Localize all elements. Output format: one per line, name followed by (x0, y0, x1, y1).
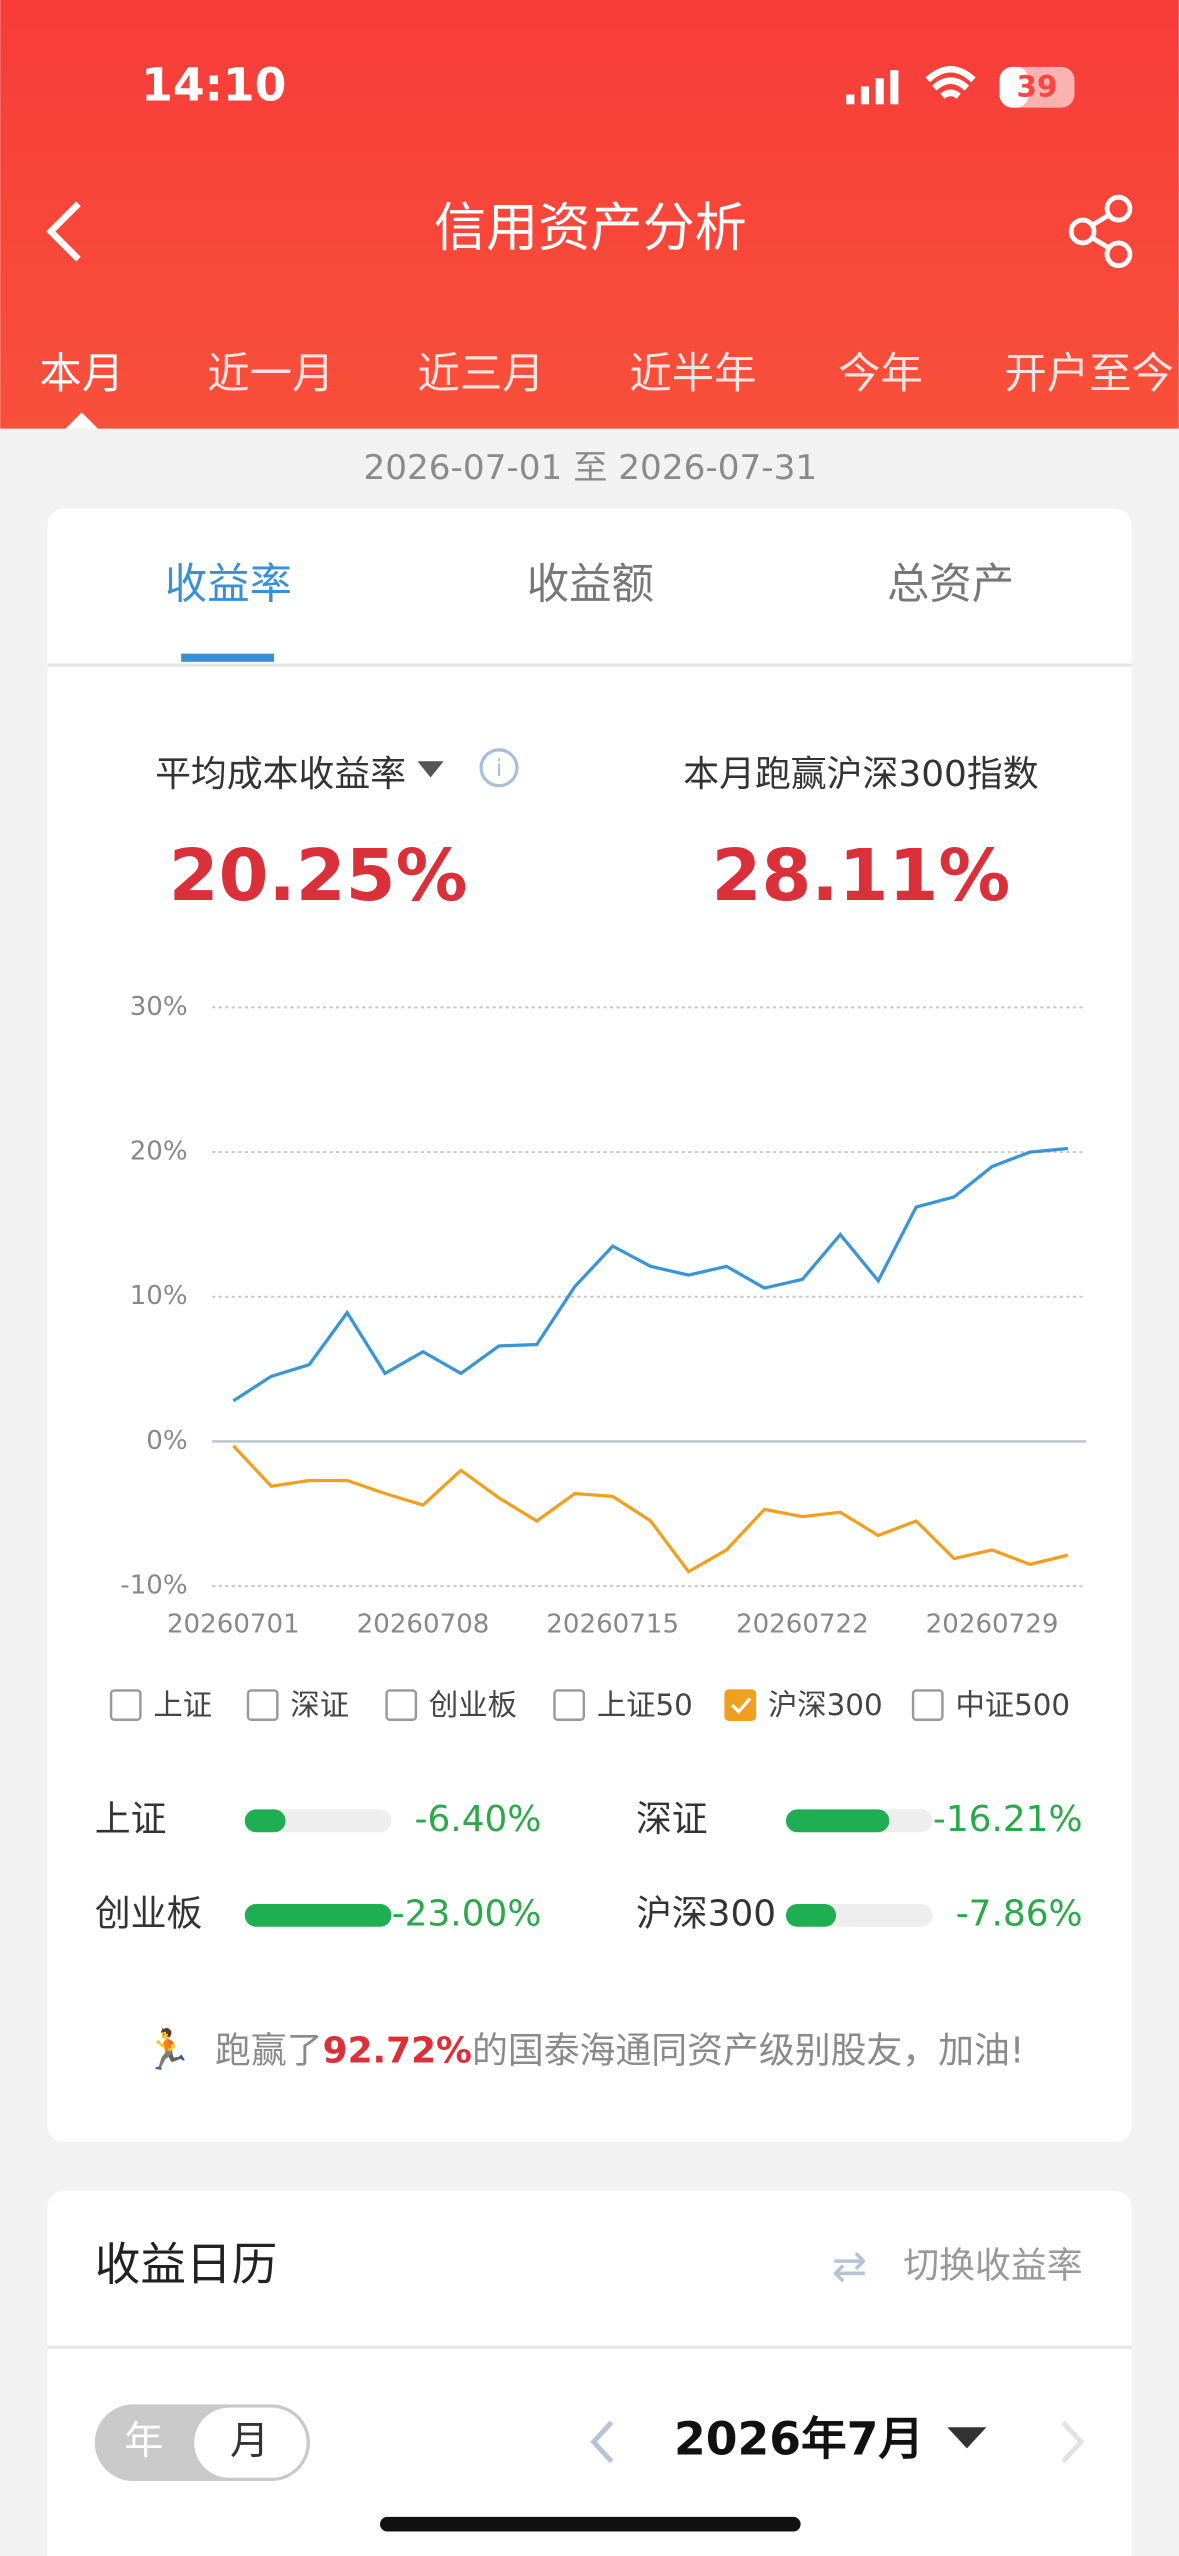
checkbox[interactable] (911, 1689, 944, 1721)
index-name: 上证 (95, 1799, 167, 1840)
index-option[interactable]: 上证50 (597, 1688, 693, 1722)
y-tick-label: 20% (130, 1137, 188, 1167)
rank-prefix: 跑赢了 (215, 2030, 323, 2071)
header-title: 信用资产分析 (434, 198, 747, 258)
signal (846, 70, 899, 105)
x-tick-label: 20260701 (167, 1610, 300, 1640)
period-tab[interactable]: 近半年 (629, 349, 756, 398)
checkbox[interactable] (109, 1689, 142, 1721)
index-name: 创业板 (95, 1893, 203, 1934)
battery-level (999, 66, 1029, 108)
checkbox[interactable] (246, 1689, 279, 1721)
dropdown-caret[interactable] (417, 761, 444, 778)
battery-text: 39 (1017, 70, 1058, 104)
home-indicator (380, 2516, 801, 2532)
x-tick-label: 20260722 (736, 1610, 869, 1640)
index-option[interactable]: 沪深300 (768, 1688, 883, 1722)
y-tick-label: 10% (130, 1281, 188, 1311)
index-option[interactable]: 上证 (153, 1688, 212, 1722)
calendar-title: 收益日历 (95, 2238, 278, 2291)
rank-percent: 92.72% (323, 2030, 472, 2071)
info-icon[interactable] (479, 748, 519, 788)
prev-month[interactable] (590, 2420, 614, 2464)
next-month[interactable] (1061, 2420, 1085, 2464)
bar (244, 1809, 286, 1833)
runner-icon: 🏃 (144, 2027, 193, 2073)
checkbox[interactable] (553, 1689, 586, 1721)
toggle-active (194, 2407, 307, 2478)
index-value: -23.00% (392, 1893, 542, 1934)
period-tab[interactable]: 今年 (838, 349, 923, 398)
info-i: i (496, 756, 502, 782)
x-tick-label: 20260708 (357, 1610, 490, 1640)
line-chart: -10% 0% 10% 20% 30% 20260701 20260708 20260715 2… (120, 992, 1086, 1640)
date-range: 2026-07-01 至 2026-07-31 (363, 448, 817, 488)
index-option[interactable]: 中证500 (955, 1688, 1070, 1722)
month-caret[interactable] (947, 2427, 987, 2449)
period-tab[interactable]: 近一月 (207, 349, 334, 398)
x-tick-label: 20260729 (926, 1610, 1059, 1640)
bar (785, 1809, 890, 1833)
metric-tab[interactable]: 收益率 (165, 559, 292, 608)
switch-button[interactable]: 切换收益率 (903, 2245, 1082, 2286)
metric-value: 20.25% (169, 833, 468, 917)
checkbox[interactable] (385, 1689, 418, 1721)
period-tab[interactable]: 近三月 (418, 349, 545, 398)
series-line (232, 1146, 1069, 1403)
y-tick-label: 0% (146, 1426, 187, 1456)
rank-message: 跑赢了92.72%的国泰海通同资产级别股友，加油! (215, 2030, 1024, 2071)
metric-tab[interactable]: 收益额 (527, 559, 654, 608)
x-tick-label: 20260715 (546, 1610, 679, 1640)
tab-underline (181, 653, 275, 662)
index-value: -6.40% (415, 1799, 542, 1840)
bar (785, 1903, 837, 1927)
y-tick-label: 30% (130, 992, 188, 1022)
index-value: -7.86% (956, 1893, 1083, 1934)
index-name: 深证 (636, 1799, 708, 1840)
tab-indicator (65, 412, 99, 429)
metric-tab[interactable]: 总资产 (887, 559, 1014, 608)
series-line (232, 1444, 1069, 1574)
rank-suffix: 的国泰海通同资产级别股友，加油! (472, 2030, 1024, 2071)
y-tick-label: -10% (120, 1571, 187, 1601)
period-tab[interactable]: 本月 (39, 349, 124, 398)
checkmark (730, 1697, 752, 1714)
toggle-year[interactable]: 年 (124, 2419, 163, 2464)
bar (244, 1903, 392, 1927)
header-bg (0, 0, 1179, 429)
period-tab[interactable]: 开户至今 (1004, 349, 1174, 398)
share-button[interactable] (1068, 194, 1133, 269)
index-value: -16.21% (933, 1799, 1083, 1840)
metric-value: 28.11% (712, 833, 1011, 917)
metric-label: 平均成本收益率 (155, 754, 406, 795)
month-label: 2026年7月 (674, 2412, 924, 2465)
back-button[interactable] (46, 201, 81, 262)
toggle-month[interactable]: 月 (230, 2419, 269, 2464)
index-name: 沪深300 (636, 1893, 776, 1934)
wifi (925, 66, 976, 99)
index-option[interactable]: 深证 (290, 1688, 349, 1722)
switch-icon[interactable]: ⇄ (832, 2242, 868, 2291)
metric-label: 本月跑赢沪深300指数 (683, 754, 1038, 795)
index-option[interactable]: 创业板 (429, 1688, 517, 1722)
calendar-card (47, 2190, 1132, 2556)
analysis-card (47, 508, 1132, 2142)
time: 14:10 (141, 59, 286, 112)
checkbox[interactable] (724, 1689, 757, 1721)
